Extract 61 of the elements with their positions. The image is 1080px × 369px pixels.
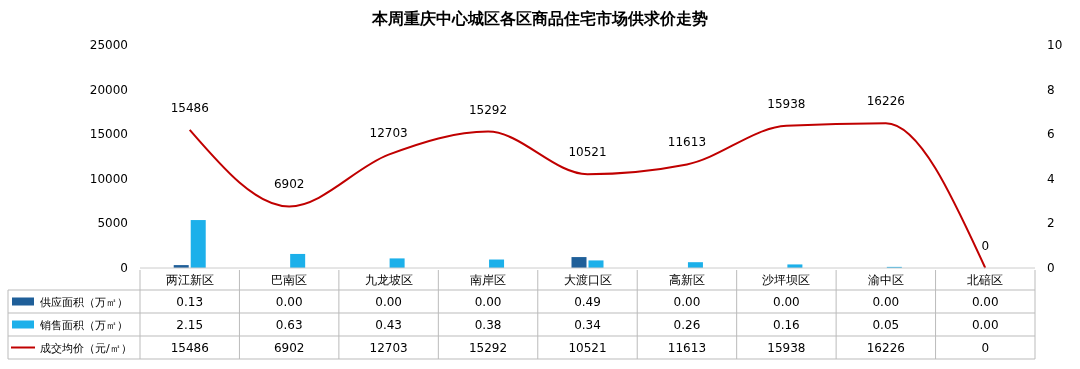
data-label: 0.00 [971, 294, 999, 309]
data-label: 0.34 [574, 317, 601, 332]
x-tick-label: 巴南区 [271, 273, 308, 287]
y-tick-label: 20000 [89, 82, 128, 97]
y-tick-label: 10000 [89, 171, 128, 186]
text: 0 [981, 239, 990, 253]
data-label: 6902 [273, 340, 305, 355]
data-label: 0 [981, 340, 990, 355]
x-tick-label: 北碚区 [967, 273, 1004, 287]
text: 15486 [170, 100, 209, 115]
text: 12703 [369, 125, 408, 140]
data-label: 0.49 [574, 294, 601, 309]
x-tick-label: 沙坪坝区 [762, 273, 811, 287]
data-label: 0.00 [773, 294, 800, 309]
x-tick-label: 两江新区 [165, 273, 214, 287]
data-label: 0.00 [872, 294, 900, 309]
y-tick-label: 0 [120, 261, 128, 275]
data-label: 2.15 [176, 317, 204, 332]
y2-tick-label: 2 [1047, 216, 1055, 231]
data-label: 0.00 [275, 294, 303, 309]
data-label: 0.05 [872, 317, 900, 332]
y-tick-label: 15000 [89, 127, 128, 142]
y2-tick-label: 6 [1047, 127, 1055, 142]
data-label: 0.26 [673, 317, 701, 332]
data-label: 12703 [369, 340, 408, 355]
data-label: 0.38 [474, 317, 502, 332]
data-label: 0.13 [176, 294, 204, 309]
data-label: 0.43 [375, 317, 402, 332]
data-label: 15938 [767, 340, 806, 355]
y2-tick-label: 0 [1047, 261, 1055, 275]
data-label: 0.63 [275, 317, 303, 332]
y2-tick-label: 10 [1047, 38, 1063, 52]
text: 15938 [767, 96, 806, 111]
x-tick-label: 南岸区 [470, 273, 507, 287]
text: 15292 [468, 102, 508, 117]
data-label: 0.00 [375, 294, 402, 309]
data-label: 10521 [568, 340, 607, 355]
y-tick-label: 25000 [89, 38, 128, 52]
legend-label: 供应面积（万㎡） [40, 295, 128, 309]
data-label: 15486 [170, 340, 209, 355]
data-label: 0.00 [971, 317, 999, 332]
chart-title: 本周重庆中心城区各区商品住宅市场供求价走势 [371, 9, 708, 28]
legend-label: 成交均价（元/㎡） [40, 341, 132, 355]
data-label: 0.00 [474, 294, 502, 309]
x-tick-label: 高新区 [668, 273, 705, 287]
legend-label: 销售面积（万㎡） [39, 318, 128, 332]
data-label: 0.00 [673, 294, 701, 309]
text: 10521 [568, 145, 607, 160]
y2-tick-label: 4 [1047, 171, 1055, 186]
text: 16226 [866, 94, 905, 109]
y-tick-label: 5000 [97, 216, 128, 231]
text: 11613 [667, 135, 707, 150]
data-label: 16226 [866, 340, 905, 355]
x-tick-label: 渝中区 [867, 273, 904, 287]
text: 6902 [273, 177, 305, 192]
data-label: 11613 [667, 340, 707, 355]
data-label: 15292 [468, 340, 508, 355]
x-tick-label: 九龙坡区 [364, 273, 413, 287]
y2-tick-label: 8 [1047, 82, 1055, 97]
data-label: 0.16 [773, 317, 800, 332]
x-tick-label: 大渡口区 [563, 273, 612, 287]
